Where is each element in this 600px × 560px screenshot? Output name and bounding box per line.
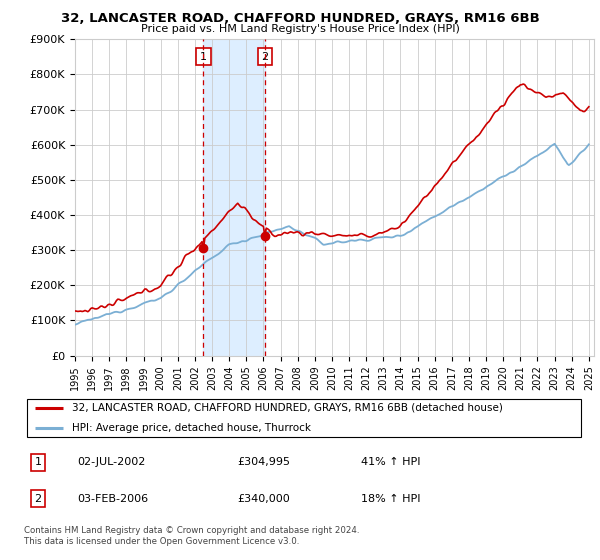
- Text: 32, LANCASTER ROAD, CHAFFORD HUNDRED, GRAYS, RM16 6BB (detached house): 32, LANCASTER ROAD, CHAFFORD HUNDRED, GR…: [71, 403, 503, 413]
- Text: £304,995: £304,995: [237, 458, 290, 468]
- Text: Contains HM Land Registry data © Crown copyright and database right 2024.
This d: Contains HM Land Registry data © Crown c…: [24, 526, 359, 546]
- Text: 32, LANCASTER ROAD, CHAFFORD HUNDRED, GRAYS, RM16 6BB: 32, LANCASTER ROAD, CHAFFORD HUNDRED, GR…: [61, 12, 539, 25]
- Text: HPI: Average price, detached house, Thurrock: HPI: Average price, detached house, Thur…: [71, 423, 311, 433]
- Text: 1: 1: [200, 52, 207, 62]
- Text: £340,000: £340,000: [237, 493, 290, 503]
- FancyBboxPatch shape: [27, 399, 581, 437]
- Text: 18% ↑ HPI: 18% ↑ HPI: [361, 493, 420, 503]
- Text: Price paid vs. HM Land Registry's House Price Index (HPI): Price paid vs. HM Land Registry's House …: [140, 24, 460, 34]
- Text: 41% ↑ HPI: 41% ↑ HPI: [361, 458, 420, 468]
- Text: 1: 1: [35, 458, 41, 468]
- Text: 03-FEB-2006: 03-FEB-2006: [77, 493, 148, 503]
- Text: 02-JUL-2002: 02-JUL-2002: [77, 458, 146, 468]
- Text: 2: 2: [261, 52, 268, 62]
- Bar: [203, 39, 265, 356]
- Text: 2: 2: [34, 493, 41, 503]
